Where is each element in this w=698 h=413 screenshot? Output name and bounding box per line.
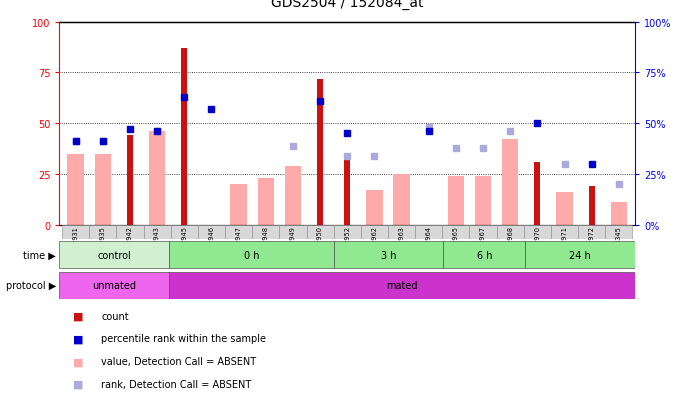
Bar	[388, 225, 415, 239]
Text: GSM112972: GSM112972	[588, 226, 595, 266]
Text: 24 h: 24 h	[570, 250, 591, 260]
Bar	[171, 225, 198, 239]
Text: GSM112942: GSM112942	[127, 226, 133, 266]
Text: 0 h: 0 h	[244, 250, 259, 260]
Bar	[344, 154, 350, 225]
Text: control: control	[97, 250, 131, 260]
Bar	[68, 154, 84, 225]
Text: protocol ▶: protocol ▶	[6, 280, 56, 290]
Bar	[415, 225, 443, 239]
Bar	[169, 242, 334, 269]
Text: rank, Detection Call = ABSENT: rank, Detection Call = ABSENT	[101, 379, 251, 389]
Bar	[334, 225, 361, 239]
Text: GSM112945: GSM112945	[181, 226, 187, 266]
Bar	[394, 174, 410, 225]
Text: time ▶: time ▶	[23, 250, 56, 260]
Text: count: count	[101, 311, 129, 321]
Text: GSM112948: GSM112948	[262, 226, 269, 266]
Bar	[334, 242, 443, 269]
Text: GSM112970: GSM112970	[535, 226, 540, 266]
Bar	[285, 166, 301, 225]
Text: GSM112968: GSM112968	[507, 226, 513, 266]
Bar	[59, 242, 169, 269]
Text: GSM112964: GSM112964	[426, 226, 432, 266]
Bar	[89, 225, 117, 239]
Text: GSM112950: GSM112950	[317, 226, 323, 266]
Bar	[524, 225, 551, 239]
Text: 6 h: 6 h	[477, 250, 492, 260]
Bar	[526, 242, 635, 269]
Bar	[62, 225, 89, 239]
Bar	[588, 187, 595, 225]
Text: GSM112967: GSM112967	[480, 226, 486, 266]
Bar	[95, 154, 111, 225]
Text: mated: mated	[387, 280, 418, 290]
Bar	[317, 79, 323, 225]
Bar	[361, 225, 388, 239]
Bar	[169, 272, 635, 299]
Text: GDS2504 / 152084_at: GDS2504 / 152084_at	[271, 0, 424, 10]
Bar	[230, 185, 247, 225]
Bar	[306, 225, 334, 239]
Text: ■: ■	[73, 379, 84, 389]
Bar	[117, 225, 144, 239]
Text: GSM112963: GSM112963	[399, 226, 405, 266]
Text: GSM112962: GSM112962	[371, 226, 378, 266]
Bar	[497, 225, 524, 239]
Text: GSM112947: GSM112947	[236, 226, 242, 266]
Bar	[252, 225, 279, 239]
Bar	[578, 225, 605, 239]
Text: unmated: unmated	[92, 280, 136, 290]
Text: GSM112931: GSM112931	[73, 226, 79, 266]
Bar	[605, 225, 632, 239]
Bar	[556, 193, 572, 225]
Text: 3 h: 3 h	[380, 250, 396, 260]
Text: GSM112965: GSM112965	[453, 226, 459, 266]
Text: value, Detection Call = ABSENT: value, Detection Call = ABSENT	[101, 356, 256, 366]
Bar	[366, 191, 383, 225]
Bar	[470, 225, 497, 239]
Text: ■: ■	[73, 311, 84, 321]
Bar	[447, 176, 464, 225]
Text: GSM112943: GSM112943	[154, 226, 160, 266]
Bar	[443, 242, 526, 269]
Bar	[144, 225, 171, 239]
Text: ■: ■	[73, 334, 84, 344]
Bar	[149, 132, 165, 225]
Bar	[127, 136, 133, 225]
Bar	[198, 225, 225, 239]
Text: GSM112935: GSM112935	[100, 226, 106, 266]
Bar	[443, 225, 470, 239]
Bar	[502, 140, 519, 225]
Bar	[475, 176, 491, 225]
Bar	[535, 162, 540, 225]
Text: percentile rank within the sample: percentile rank within the sample	[101, 334, 266, 344]
Text: GSM112949: GSM112949	[290, 226, 296, 266]
Bar	[551, 225, 578, 239]
Text: GSM113345: GSM113345	[616, 226, 622, 266]
Bar	[225, 225, 252, 239]
Text: GSM112952: GSM112952	[344, 226, 350, 266]
Bar	[279, 225, 306, 239]
Bar	[258, 178, 274, 225]
Bar	[59, 272, 169, 299]
Text: ■: ■	[73, 356, 84, 366]
Text: GSM112971: GSM112971	[562, 226, 567, 266]
Text: GSM112946: GSM112946	[209, 226, 214, 266]
Bar	[611, 203, 627, 225]
Bar	[181, 49, 187, 225]
